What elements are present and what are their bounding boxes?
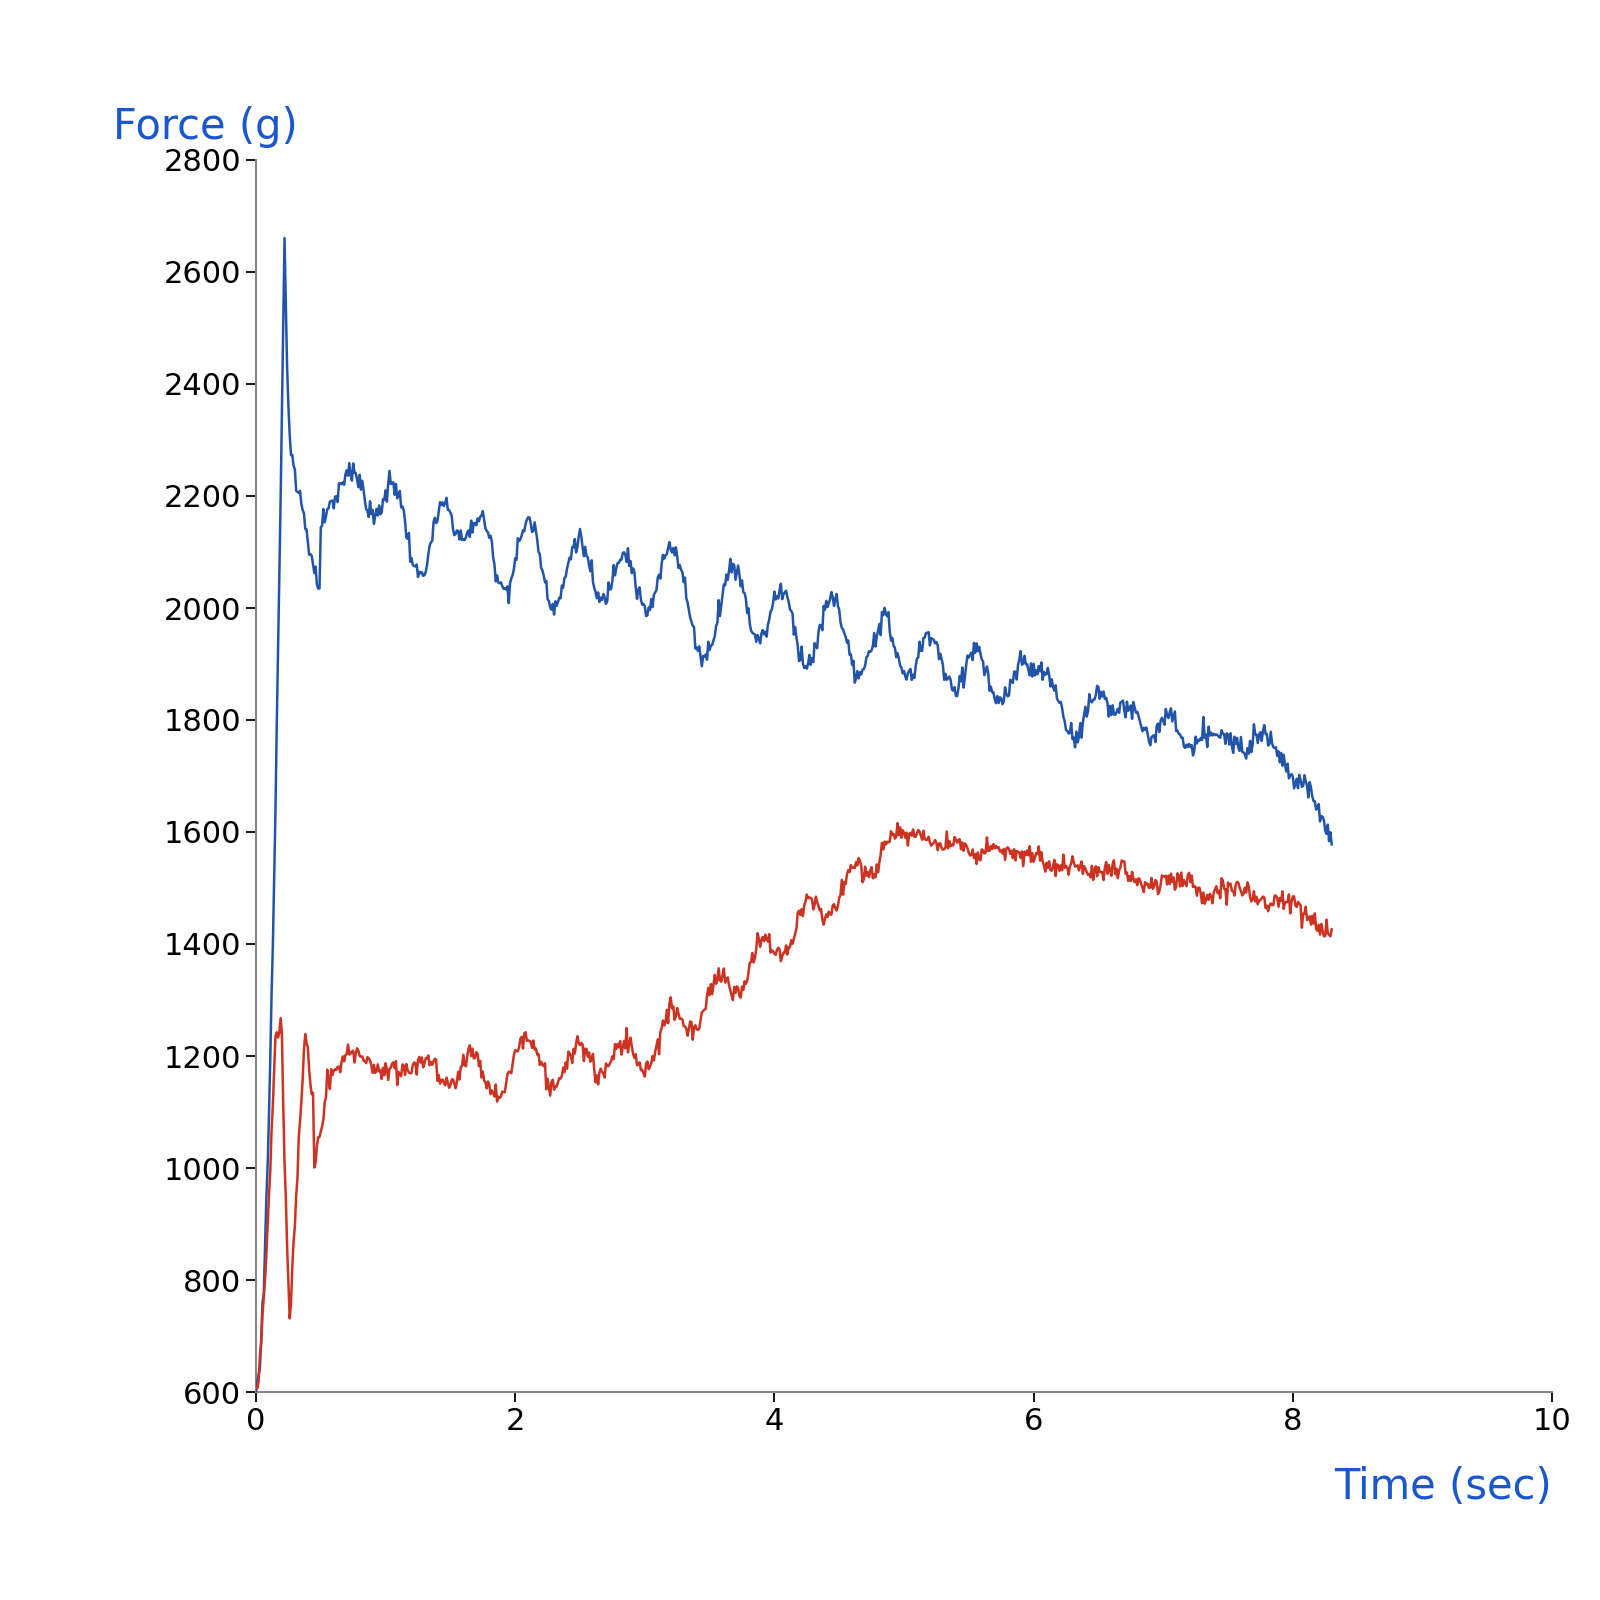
Y-axis label: Force (g): Force (g)	[114, 106, 298, 147]
X-axis label: Time (sec): Time (sec)	[1334, 1466, 1552, 1507]
